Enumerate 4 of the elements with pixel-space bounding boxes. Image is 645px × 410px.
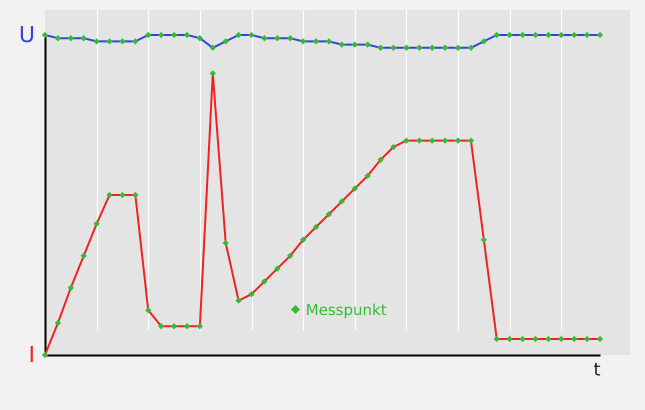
- series-label: U: [18, 23, 35, 48]
- annotation: Messpunkt: [306, 300, 387, 318]
- series-label: I: [28, 343, 35, 368]
- x-axis-title: t: [593, 360, 600, 380]
